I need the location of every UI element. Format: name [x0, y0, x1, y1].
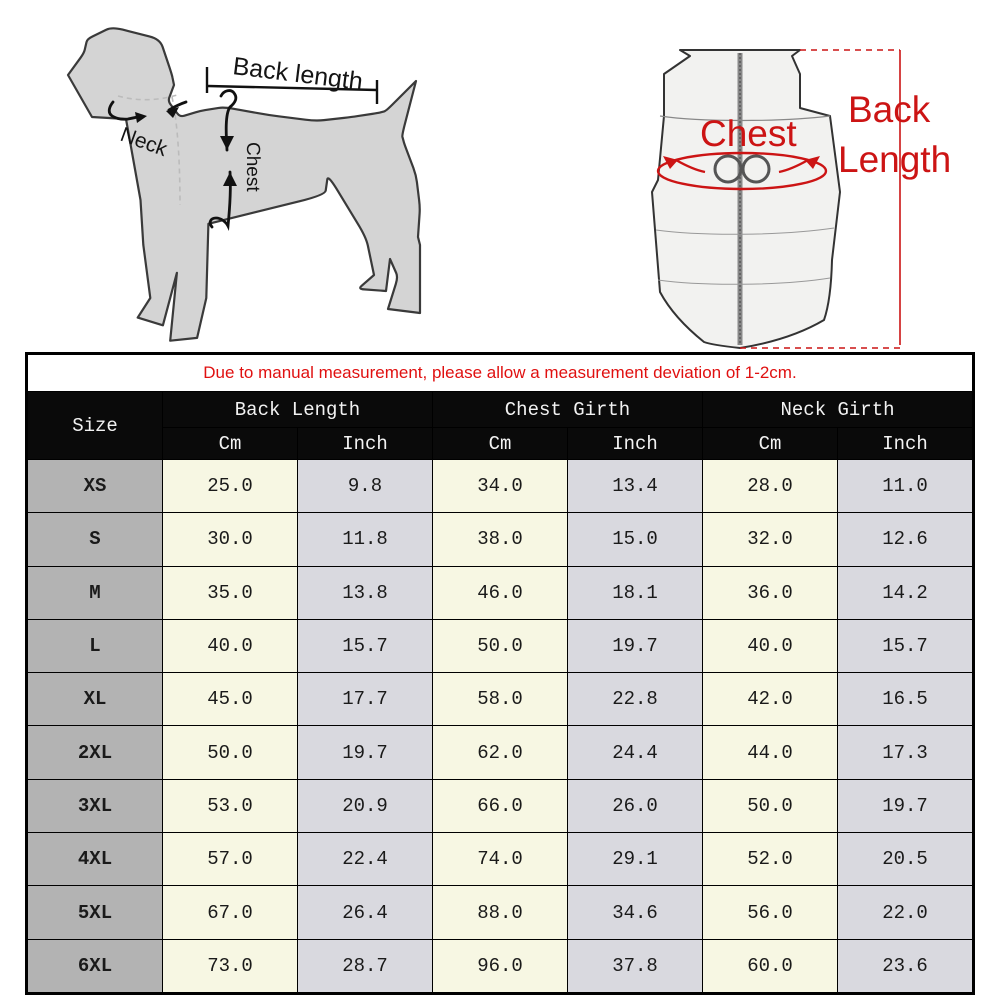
svg-text:Length: Length — [838, 139, 951, 180]
svg-text:Back: Back — [848, 89, 931, 130]
svg-text:Chest: Chest — [700, 113, 797, 154]
